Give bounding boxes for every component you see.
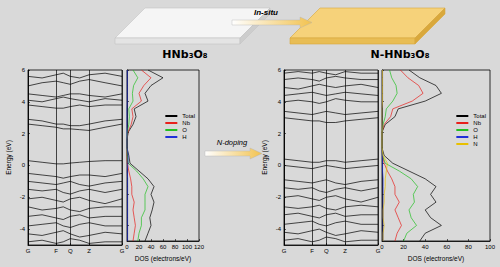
svg-text:Z: Z <box>87 248 91 254</box>
svg-text:4: 4 <box>278 99 282 105</box>
svg-text:20: 20 <box>136 244 143 250</box>
svg-text:0: 0 <box>22 162 26 168</box>
svg-text:G: G <box>120 248 125 254</box>
svg-text:Q: Q <box>68 248 73 254</box>
svg-text:6: 6 <box>278 67 282 73</box>
svg-text:120: 120 <box>194 244 205 250</box>
svg-text:HNb₃O₈: HNb₃O₈ <box>162 48 207 61</box>
svg-text:-4: -4 <box>20 226 26 232</box>
svg-text:100: 100 <box>485 244 496 250</box>
svg-text:Z: Z <box>343 248 347 254</box>
svg-text:6: 6 <box>22 67 26 73</box>
svg-text:2: 2 <box>22 131 26 137</box>
svg-text:F: F <box>54 248 58 254</box>
svg-text:H: H <box>182 134 186 140</box>
svg-text:Total: Total <box>473 113 486 119</box>
svg-text:40: 40 <box>422 244 429 250</box>
svg-text:60: 60 <box>160 244 167 250</box>
svg-text:80: 80 <box>465 244 472 250</box>
svg-text:-4: -4 <box>276 226 282 232</box>
svg-text:60: 60 <box>443 244 450 250</box>
svg-text:G: G <box>26 248 31 254</box>
svg-text:4: 4 <box>22 99 26 105</box>
svg-text:N-HNb₃O₈: N-HNb₃O₈ <box>370 48 429 61</box>
svg-text:H: H <box>473 134 477 140</box>
svg-text:In-situ: In-situ <box>254 8 278 17</box>
svg-text:DOS (electrons/eV): DOS (electrons/eV) <box>408 255 464 263</box>
svg-text:40: 40 <box>148 244 155 250</box>
svg-text:N-doping: N-doping <box>217 138 248 147</box>
svg-text:O: O <box>473 127 478 133</box>
svg-text:Nb: Nb <box>473 120 481 126</box>
svg-text:Energy (eV): Energy (eV) <box>261 140 269 175</box>
svg-text:G: G <box>375 248 381 254</box>
svg-text:80: 80 <box>172 244 179 250</box>
svg-text:DOS (electrons/eV): DOS (electrons/eV) <box>135 255 191 263</box>
svg-text:0: 0 <box>278 162 282 168</box>
svg-text:100: 100 <box>182 244 193 250</box>
svg-text:Q: Q <box>324 248 329 254</box>
svg-text:N: N <box>473 141 477 147</box>
svg-text:-2: -2 <box>20 194 26 200</box>
svg-text:Energy (eV): Energy (eV) <box>5 140 13 175</box>
svg-text:G: G <box>282 248 287 254</box>
svg-text:Total: Total <box>182 113 195 119</box>
svg-text:F: F <box>310 248 314 254</box>
svg-text:O: O <box>182 127 187 133</box>
svg-text:0: 0 <box>380 244 384 250</box>
svg-text:-2: -2 <box>276 194 282 200</box>
svg-text:0: 0 <box>125 244 129 250</box>
svg-text:Nb: Nb <box>182 120 190 126</box>
svg-text:20: 20 <box>400 244 407 250</box>
svg-text:2: 2 <box>278 131 282 137</box>
